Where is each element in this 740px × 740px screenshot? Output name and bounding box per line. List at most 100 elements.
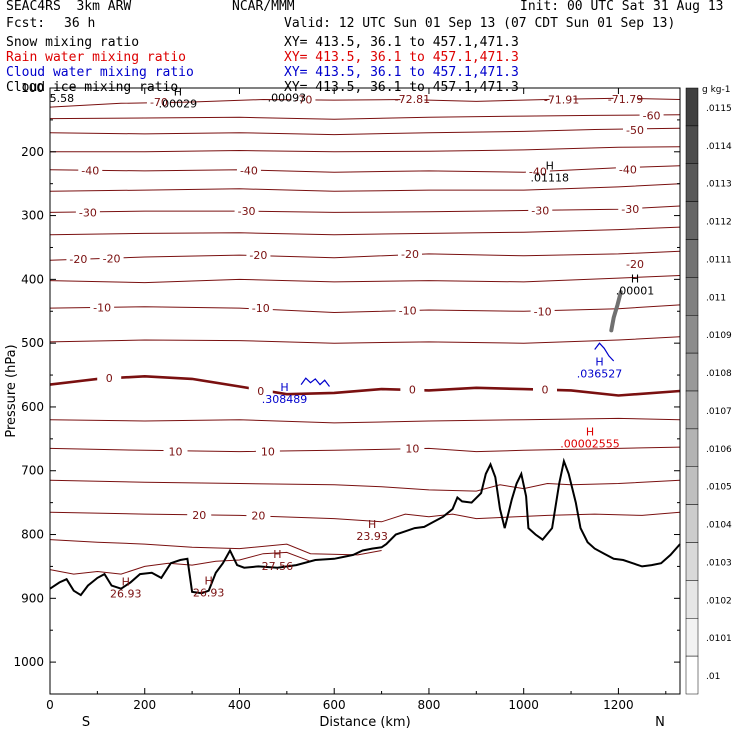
temperature-contour-5 <box>49 183 681 192</box>
temperature-label-bg-26 <box>400 383 425 395</box>
temperature-contour-6 <box>49 205 681 213</box>
temperature-contour-16 <box>49 511 681 523</box>
temperature-label-16: -20 <box>103 252 121 265</box>
temperature-label-19: -20 <box>626 258 644 271</box>
init-time: Init: 00 UTC Sat 31 Aug 13 <box>520 0 724 14</box>
x-tick-label-3: 600 <box>323 698 346 712</box>
temperature-label-bg-4 <box>613 92 638 104</box>
model-title: SEAC4RS 3km ARW <box>6 0 132 14</box>
temperature-label-bg-17 <box>246 249 271 261</box>
temperature-label-bg-19 <box>623 258 647 270</box>
temperature-label-bg-6 <box>623 124 647 136</box>
x-tick-label-6: 1200 <box>603 698 634 712</box>
colorbar-swatch-5 <box>685 277 699 316</box>
colorbar-label-14: .0101 <box>706 634 732 644</box>
cloud-water-blob-b <box>594 342 615 362</box>
colorbar-label-4: .0111 <box>706 255 732 265</box>
field-rain-name: Rain water mixing ratio <box>6 50 187 65</box>
temperature-label-bg-9 <box>525 165 550 177</box>
temperature-label-26: 0 <box>409 384 416 397</box>
colorbar-swatch-15 <box>685 655 699 695</box>
temperature-label-15: -20 <box>69 253 87 266</box>
maxima-labels: H.00029.00093H.01118H.00001H.036527H.308… <box>50 86 655 601</box>
temperature-label-bg-14 <box>618 203 643 215</box>
high-value-7: 23.93 <box>356 530 388 543</box>
south-label: S <box>82 715 90 730</box>
axes: 0 200 400 600 800 1000 12002003004005006007008… <box>13 81 680 712</box>
temperature-label-bg-7 <box>78 164 103 176</box>
colorbar-swatch-8 <box>685 390 699 430</box>
temperature-label-2: -72.81 <box>395 93 430 106</box>
snow-streak <box>609 290 623 333</box>
field-rain-xy: XY= 413.5, 36.1 to 457.1,471.3 <box>284 50 519 65</box>
x-tick-label-2: 400 <box>228 698 251 712</box>
temperature-contour-17 <box>49 539 382 556</box>
high-value-11: 5.58 <box>50 92 75 105</box>
x-tick-label-5: 1000 <box>508 698 539 712</box>
high-value-4: .036527 <box>577 367 623 380</box>
terrain-layer <box>49 457 681 597</box>
temperature-label-bg-15 <box>66 252 91 264</box>
temperature-label-11: -30 <box>79 206 97 219</box>
high-mark-3: H <box>631 273 639 286</box>
temperature-label-6: -50 <box>626 124 644 137</box>
temperature-label-14: -30 <box>621 203 639 216</box>
colorbar-label-6: .0109 <box>706 331 732 341</box>
north-label: N <box>655 715 665 730</box>
temperature-label-bg-29 <box>255 445 280 457</box>
high-value-9: 26.93 <box>110 588 142 601</box>
y-tick-label-2: 400 <box>21 272 44 286</box>
high-mark-10: H <box>205 574 213 587</box>
x-axis-label: Distance (km) <box>319 715 410 730</box>
temperature-contour-15 <box>49 479 681 492</box>
temperature-label-bg-1 <box>291 93 316 105</box>
temperature-label-5: -60 <box>643 109 661 122</box>
y-tick-label-6: 800 <box>21 528 44 542</box>
temperature-label-bg-2 <box>400 92 425 104</box>
terrain-line <box>49 457 681 597</box>
forecast-label: Fcst: <box>6 16 46 31</box>
temperature-label-32: 20 <box>251 509 265 522</box>
high-value-6: .00002555 <box>560 438 620 451</box>
temperature-label-25: 0 <box>257 385 264 398</box>
high-value-2: .01118 <box>530 172 569 185</box>
x-tick-label-1: 200 <box>133 698 156 712</box>
high-mark-9: H <box>122 576 130 589</box>
temperature-contour-11 <box>49 336 681 344</box>
temperature-label-bg-22 <box>395 304 420 316</box>
temperature-contour-1 <box>49 114 681 120</box>
temperature-label-18: -20 <box>401 248 419 261</box>
high-value-1: .00093 <box>268 91 307 104</box>
high-mark-0: H <box>174 86 182 99</box>
colorbar-label-8: .0107 <box>706 407 732 417</box>
temperature-contour-18 <box>49 551 311 575</box>
y-tick-label-8: 1000 <box>13 655 44 669</box>
temperature-label-bg-12 <box>234 205 259 217</box>
temperature-label-17: -20 <box>249 249 267 262</box>
colorbar-swatch-13 <box>685 580 699 619</box>
cloud-water-blob-a <box>300 377 330 387</box>
y-top-label: 100 <box>21 81 44 95</box>
colorbar-label-12: .0103 <box>706 558 732 568</box>
center-title: NCAR/MMM <box>232 0 295 14</box>
field-snow-xy: XY= 413.5, 36.1 to 457.1,471.3 <box>284 35 519 50</box>
plot-frame <box>49 87 681 695</box>
temperature-label-28: 10 <box>169 446 183 459</box>
forecast-hours: 36 h <box>64 16 96 31</box>
colorbar-label-2: .0113 <box>706 180 732 190</box>
high-mark-8: H <box>273 548 281 561</box>
temperature-label-27: 0 <box>542 384 549 397</box>
colorbar-label-5: .011 <box>706 293 726 303</box>
high-mark-4: H <box>595 355 603 368</box>
colorbar-swatch-10 <box>685 466 699 505</box>
x-tick-label-4: 800 <box>417 698 440 712</box>
temperature-label-24: 0 <box>106 372 113 385</box>
temperature-label-bg-11 <box>75 206 100 218</box>
temperature-label-1: -70 <box>294 93 312 106</box>
colorbar-label-1: .0114 <box>706 142 732 152</box>
temperature-label-bg-0 <box>146 96 171 108</box>
temperature-contours <box>49 97 681 575</box>
temperature-label-bg-24 <box>97 372 122 384</box>
colorbar-label-11: .0104 <box>706 521 732 531</box>
temperature-label-bg-13 <box>528 204 553 216</box>
